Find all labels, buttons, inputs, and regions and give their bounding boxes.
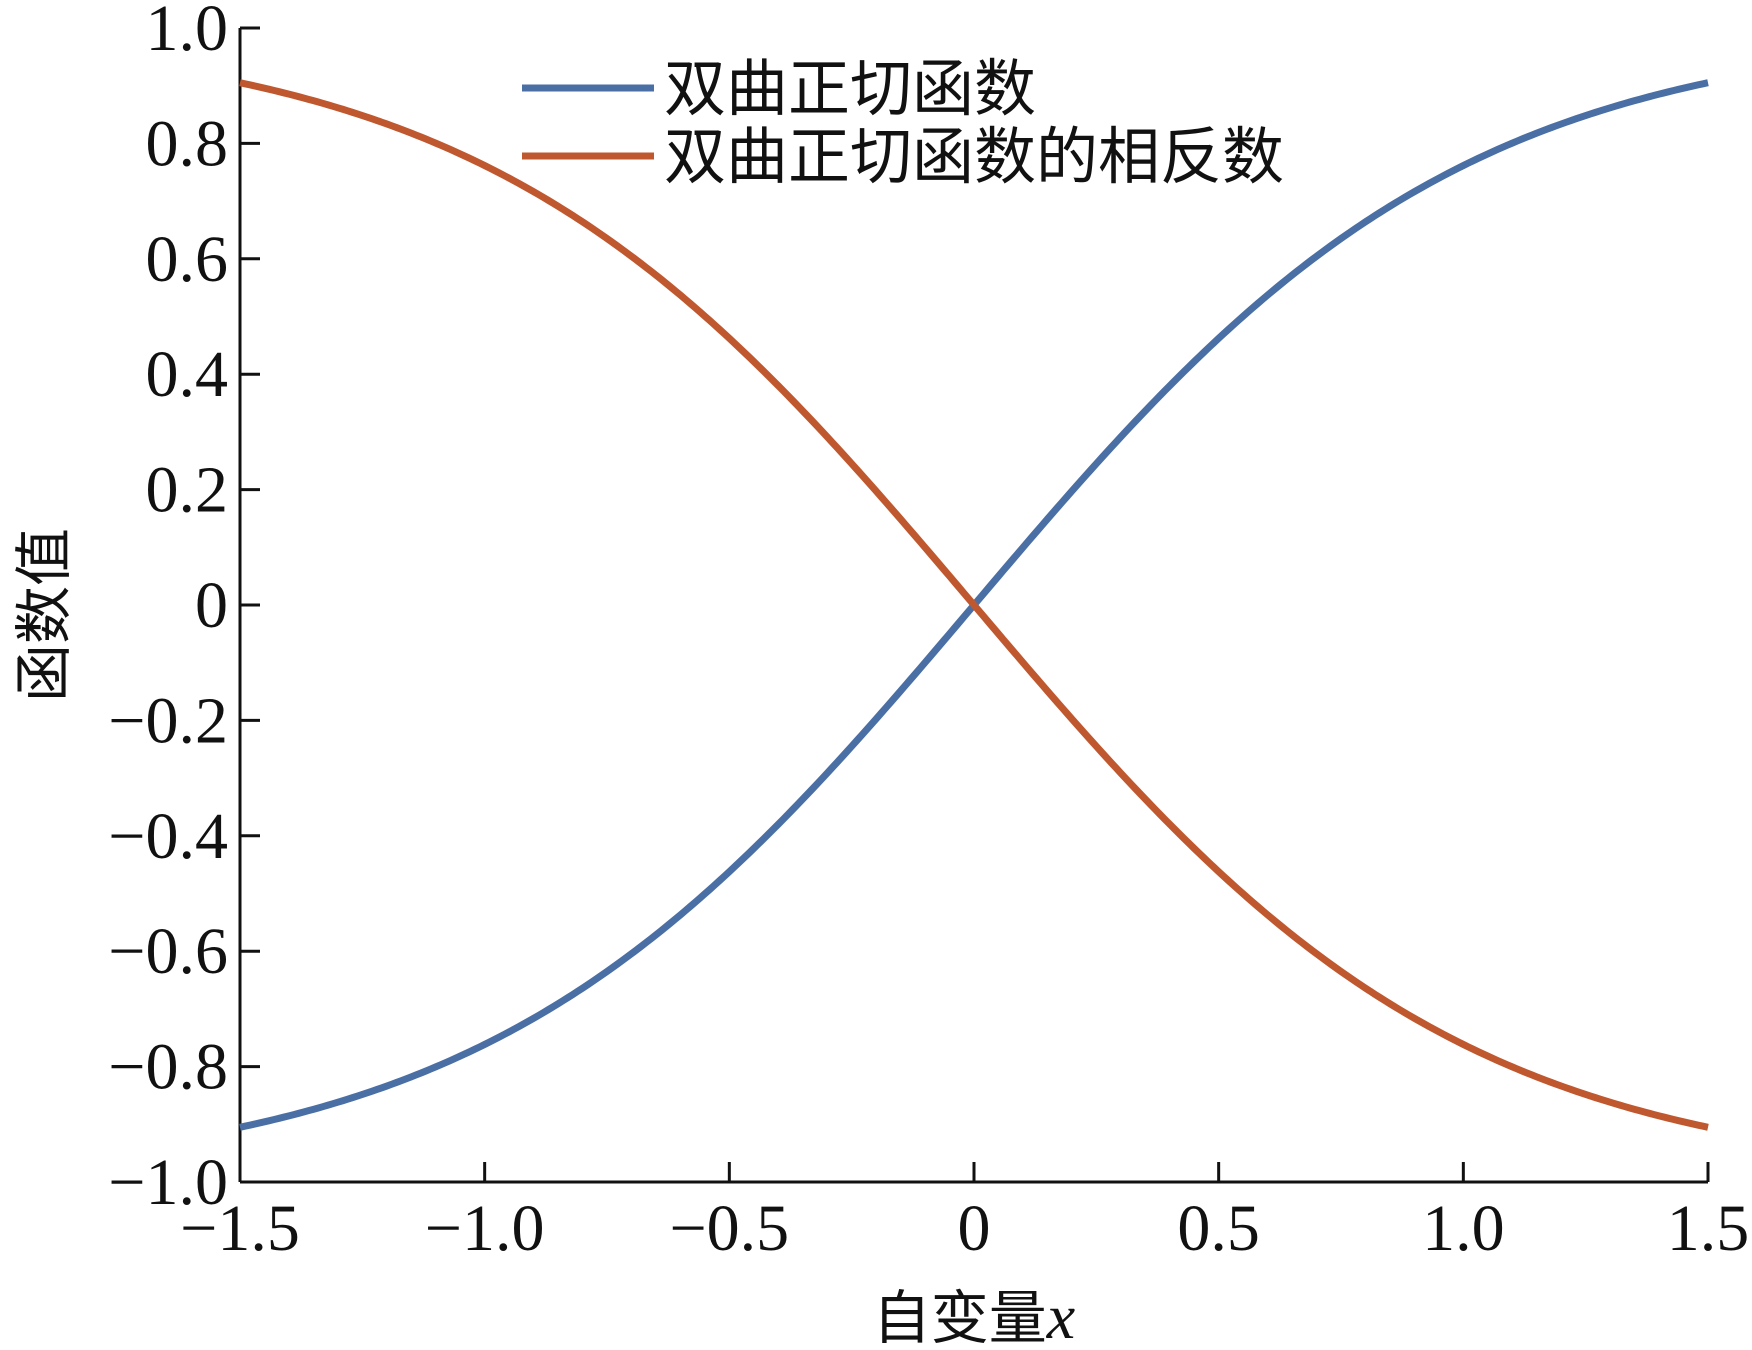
y-tick-label: −1.0 [108,1146,228,1219]
y-tick-label: 1.0 [146,0,229,65]
x-tick-label: −1.5 [180,1192,300,1265]
x-tick-label: −1.0 [425,1192,545,1265]
y-tick-label: −0.4 [108,800,228,873]
x-tick-label: 1.0 [1422,1192,1505,1265]
y-ticks: −1.0 −0.8 −0.6 −0.4 −0.2 0 0.2 0.4 0.6 0.8 1.0 [108,0,260,1219]
x-axis-title-var: x [1046,1281,1075,1350]
legend-label-0: 双曲正切函数 [664,52,1036,125]
y-axis-title: 函数值 [10,528,78,702]
y-tick-label: 0 [195,569,228,642]
y-tick-label: 0.2 [146,454,229,527]
x-axis-title-main: 自变量 [873,1284,1047,1350]
axes: −1.5 −1.0 −0.5 0 0.5 1.0 1.5 −1.0−0.8−0.6−0.4−… [108,0,1749,1265]
y-tick-label: 0.6 [146,223,229,296]
y-tick-label: −0.8 [108,1031,228,1104]
x-tick-label: 0 [958,1192,991,1265]
x-ticks: −1.5 −1.0 −0.5 0 0.5 1.0 1.5 [180,1162,1749,1265]
series-layer [239,79,1709,1131]
legend-label-1: 双曲正切函数的相反数 [664,120,1284,193]
y-tick-label: 0.8 [146,107,229,180]
x-tick-label: 1.5 [1667,1192,1750,1265]
y-tick-label: −0.2 [108,684,228,757]
x-axis-title: 自变量x [873,1281,1075,1350]
x-tick-label: 0.5 [1177,1192,1260,1265]
y-tick-label: −0.6 [108,915,228,988]
x-tick-label: −0.5 [669,1192,789,1265]
y-tick-label: 0.4 [146,338,229,411]
series-line-1 [239,79,1709,1131]
